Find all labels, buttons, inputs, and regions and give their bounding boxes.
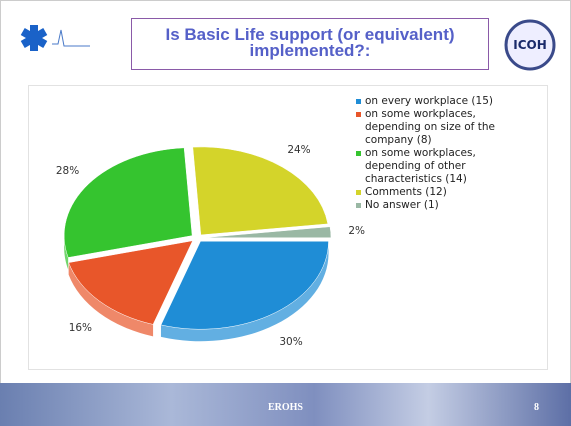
legend-label: on some workplaces, depending of other c… <box>365 147 476 185</box>
legend-swatch <box>356 203 361 208</box>
legend-label: on some workplaces, depending on size of… <box>365 108 495 146</box>
pie-slice <box>193 147 328 235</box>
page-number: 8 <box>534 402 539 413</box>
legend-item: on every workplace (15) <box>356 95 516 108</box>
legend-swatch <box>356 151 361 156</box>
legend-item: No answer (1) <box>356 199 516 212</box>
legend-label: on every workplace (15) <box>365 95 493 107</box>
chart: 30% 16% 28% 24% 2% <box>0 0 571 426</box>
data-label: 30% <box>279 336 302 348</box>
legend-swatch <box>356 190 361 195</box>
data-label: 28% <box>56 165 79 177</box>
legend-label: No answer (1) <box>365 199 439 211</box>
pie-slice <box>64 148 192 258</box>
legend-label: Comments (12) <box>365 186 447 198</box>
legend-swatch <box>356 99 361 104</box>
slide: ICOH Is Basic Life support (or equivalen… <box>0 0 571 426</box>
legend-item: Comments (12) <box>356 186 516 199</box>
legend-item: on some workplaces, depending on size of… <box>356 108 516 147</box>
data-label: 16% <box>69 322 92 334</box>
footer-text: EROHS <box>0 402 571 413</box>
legend: on every workplace (15)on some workplace… <box>356 95 516 212</box>
legend-item: on some workplaces, depending of other c… <box>356 147 516 186</box>
data-label: 2% <box>348 225 365 237</box>
data-label: 24% <box>287 144 310 156</box>
legend-swatch <box>356 112 361 117</box>
